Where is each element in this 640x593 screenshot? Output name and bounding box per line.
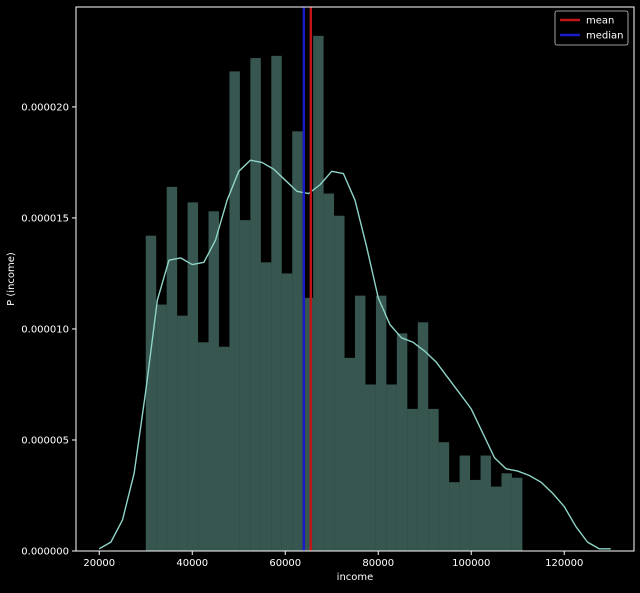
histogram-bar [177, 315, 188, 551]
y-axis-ticks: 0.000000 0.000005 0.000010 0.000015 0.000020 [21, 102, 76, 558]
y-tick-label: 0.000020 [21, 102, 69, 113]
legend: mean median [554, 10, 629, 46]
x-tick-label: 20000 [83, 558, 115, 569]
y-tick-label: 0.000010 [21, 324, 69, 335]
histogram-bar [375, 295, 387, 551]
histogram-bar [271, 55, 282, 552]
x-axis-label: income [337, 572, 374, 583]
x-axis-ticks: 20000 40000 60000 80000 100000 120000 [83, 551, 583, 569]
kde-layer [98, 159, 611, 550]
histogram-bar [323, 193, 335, 551]
histogram-bar [187, 202, 199, 551]
histogram-bars [145, 35, 523, 552]
x-tick-label: 100000 [452, 558, 490, 569]
plot-frame [75, 6, 635, 552]
histogram-bar [302, 297, 314, 551]
y-tick-label: 0.000000 [21, 547, 69, 558]
histogram-bar [407, 408, 418, 551]
histogram-bar [491, 486, 502, 551]
histogram-bar [281, 273, 293, 551]
x-tick-label: 60000 [269, 558, 301, 569]
histogram-bar [396, 333, 408, 551]
histogram-bar [480, 455, 492, 551]
y-tick-label: 0.000005 [21, 435, 69, 446]
x-tick-label: 120000 [545, 558, 583, 569]
histogram-bar [334, 215, 345, 551]
histogram-bar [365, 384, 376, 551]
x-tick-label: 80000 [362, 558, 394, 569]
histogram-bar [417, 322, 429, 551]
histogram-bar [386, 384, 397, 551]
histogram-bar [260, 262, 272, 551]
histogram-bar [198, 342, 209, 551]
histogram-bar [355, 295, 366, 551]
y-tick-label: 0.000015 [21, 213, 69, 224]
histogram-bar [344, 357, 355, 551]
histogram-bar [218, 346, 230, 551]
legend-label-median: median [586, 31, 624, 42]
histogram-bar [145, 235, 157, 552]
histogram-bar [313, 35, 324, 552]
x-tick-label: 40000 [176, 558, 208, 569]
histogram-bar [156, 304, 167, 551]
histogram-bar [470, 479, 481, 551]
reference-lines [302, 7, 313, 551]
histogram-bar [501, 473, 512, 551]
y-axis-label: P (income) [6, 252, 17, 306]
histogram-bar [229, 71, 240, 551]
kde-curve [98, 159, 611, 550]
legend-label-mean: mean [586, 16, 614, 27]
histogram-bar [428, 408, 439, 551]
histogram-bar [438, 442, 450, 551]
histogram-bar [459, 455, 471, 551]
histogram-bar [449, 482, 460, 551]
histogram-bar [239, 220, 251, 551]
histogram-bar [250, 58, 261, 551]
histogram-bar [292, 131, 303, 552]
histogram-bar [511, 477, 523, 551]
histogram-bar [208, 211, 219, 551]
histogram-bar [166, 186, 178, 551]
